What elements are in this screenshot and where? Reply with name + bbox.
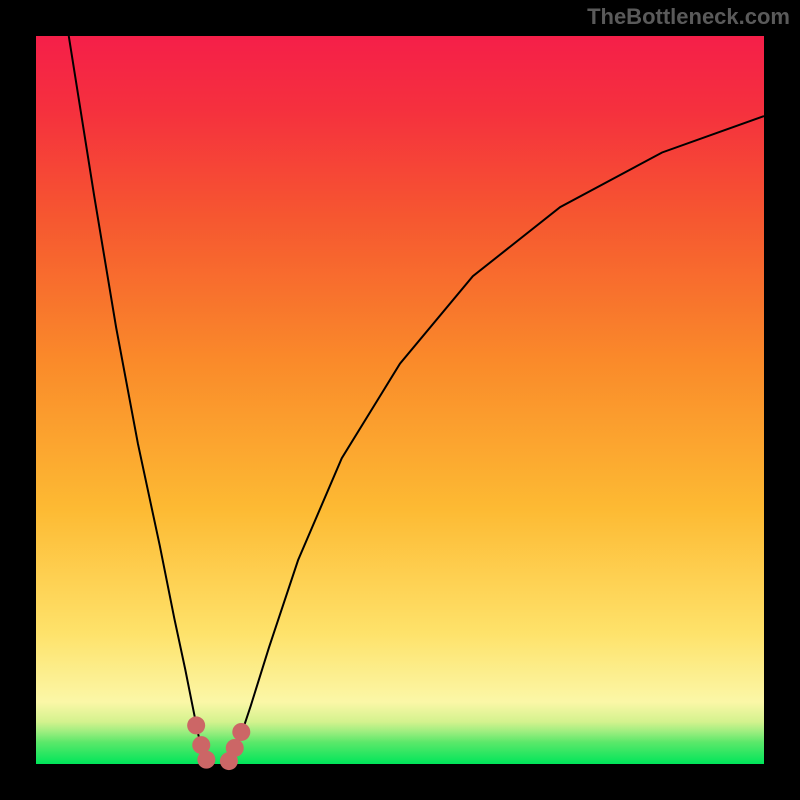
- marker-point: [232, 723, 250, 741]
- marker-point: [187, 716, 205, 734]
- watermark-text: TheBottleneck.com: [587, 4, 790, 30]
- chart-container: TheBottleneck.com: [0, 0, 800, 800]
- marker-point: [197, 751, 215, 769]
- marker-point: [226, 739, 244, 757]
- plot-area: [36, 36, 764, 764]
- bottleneck-chart: [0, 0, 800, 800]
